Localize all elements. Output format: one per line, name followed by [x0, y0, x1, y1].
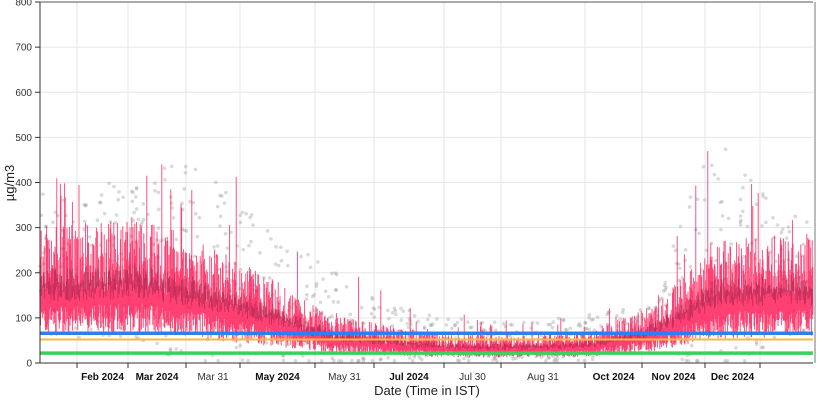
y-tick-label: 0 [26, 359, 32, 370]
y-axis-title: µg/m3 [2, 165, 17, 201]
x-tick-label: Aug 31 [527, 372, 559, 383]
y-tick-label: 200 [15, 268, 32, 279]
reference-lines [40, 331, 813, 355]
y-tick-label: 500 [15, 133, 32, 144]
x-tick-label: Nov 2024 [652, 372, 696, 383]
y-tick-label: 400 [15, 178, 32, 189]
x-tick-label: Jul 30 [459, 372, 486, 383]
x-tick-label: Jul 2024 [389, 372, 429, 383]
axes: 0 100 200 300 400 500 600 700 800 Feb 2024 Mar 202… [15, 0, 816, 383]
y-tick-label: 300 [15, 223, 32, 234]
x-axis-title: Date (Time in IST) [374, 383, 480, 398]
x-tick-label: Feb 2024 [81, 372, 124, 383]
y-tick-label: 600 [15, 88, 32, 99]
x-tick-label: Oct 2024 [593, 372, 635, 383]
x-tick-label: May 31 [328, 372, 361, 383]
y-tick-label: 700 [15, 43, 32, 54]
grid-lines [40, 1, 813, 364]
x-tick-label: May 2024 [255, 372, 300, 383]
x-tick-label: Dec 2024 [711, 372, 755, 383]
y-tick-label: 100 [15, 313, 32, 324]
y-tick-label: 800 [15, 0, 32, 9]
x-tick-label: Mar 31 [197, 372, 229, 383]
x-tick-label: Mar 2024 [136, 372, 179, 383]
